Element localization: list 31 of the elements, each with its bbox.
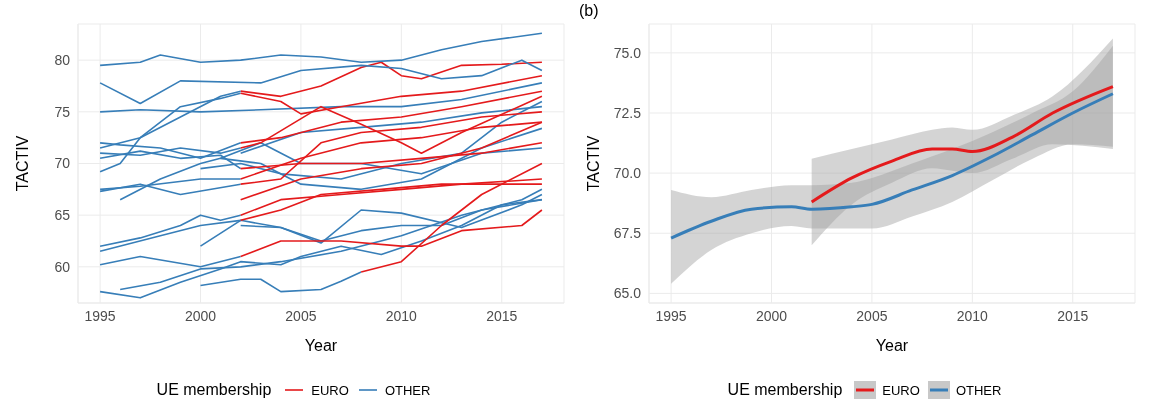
y-tick-label: 70.0 xyxy=(613,165,642,182)
y-tick-label: 70 xyxy=(54,155,71,172)
x-tick-label: 2000 xyxy=(755,307,788,324)
x-axis-title: Year xyxy=(875,337,909,354)
y-tick-label: 75.0 xyxy=(613,44,642,61)
legend-label: OTHER xyxy=(384,382,431,398)
x-tick-label: 2000 xyxy=(184,307,217,324)
x-axis-title: Year xyxy=(304,337,338,354)
y-tick-label: 80 xyxy=(54,52,71,69)
y-tick-label: 67.5 xyxy=(613,225,642,242)
y-axis-title: TACTIV xyxy=(584,135,602,192)
legend-label: OTHER xyxy=(955,382,1002,398)
x-tick-label: 2015 xyxy=(486,307,518,324)
x-tick-label: 2015 xyxy=(1057,307,1089,324)
x-tick-label: 2010 xyxy=(956,307,989,324)
legend-label: EURO xyxy=(882,382,920,398)
y-tick-label: 65 xyxy=(54,207,71,224)
x-tick-label: 2005 xyxy=(856,307,888,324)
legend-label: EURO xyxy=(311,382,349,398)
x-tick-label: 2005 xyxy=(285,307,317,324)
y-tick-label: 65.0 xyxy=(613,285,642,302)
x-tick-label: 1995 xyxy=(655,307,687,324)
y-tick-label: 75 xyxy=(54,103,71,120)
legend-title: UE membership xyxy=(156,381,272,399)
x-tick-label: 2010 xyxy=(385,307,418,324)
legend-title: UE membership xyxy=(727,381,843,399)
text: (b) xyxy=(579,2,599,20)
y-tick-label: 60 xyxy=(54,258,71,275)
y-tick-label: 72.5 xyxy=(613,104,642,121)
x-tick-label: 1995 xyxy=(84,307,116,324)
y-axis-title: TACTIV xyxy=(13,135,31,192)
